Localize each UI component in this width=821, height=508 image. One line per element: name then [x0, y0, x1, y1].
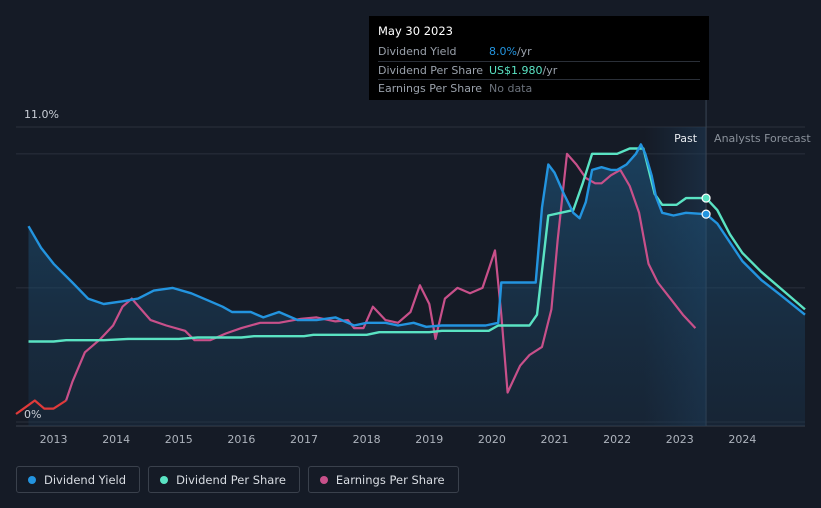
earnings-per-share-line — [65, 152, 697, 401]
legend-label: Dividend Yield — [44, 472, 127, 487]
forecast-region-label: Analysts Forecast — [714, 132, 811, 145]
legend-dot-icon — [160, 475, 169, 484]
legend-dot-icon — [28, 475, 36, 484]
hover-tooltip: May 30 2023 Dividend Yield 8.0% /yr Divi… — [369, 16, 709, 100]
tooltip-date: May 30 2023 — [378, 24, 453, 38]
y-axis-max-label: 11.0% — [24, 108, 59, 121]
y-axis-min-label: 0% — [24, 408, 41, 421]
tooltip-value: No data — [489, 82, 533, 96]
area-fills — [28, 144, 805, 426]
dividend-yield-marker — [701, 209, 711, 219]
dividend-per-share-marker — [701, 193, 711, 203]
x-tick-label: 2017 — [290, 433, 318, 446]
x-tick-label: 2016 — [227, 433, 255, 446]
tooltip-label: Dividend Yield — [378, 45, 457, 59]
x-tick-label: 2020 — [478, 433, 506, 446]
tooltip-row-dividend-yield: Dividend Yield 8.0% /yr — [378, 43, 700, 62]
dividend-yield-line — [27, 143, 806, 328]
x-tick-label: 2023 — [666, 433, 694, 446]
legend-label: Dividend Per Share — [176, 472, 286, 487]
dividend-yield-area — [28, 144, 805, 426]
tooltip-label: Dividend Per Share — [378, 63, 484, 77]
tooltip-row-earnings-per-share: Earnings Per Share No data — [378, 80, 700, 98]
earnings-per-share-line-negative — [15, 399, 67, 415]
axis-labels: 11.0% 0% 2013 2014 2015 2016 2017 2018 2019 2020 2… — [24, 108, 811, 446]
legend-earnings-per-share[interactable]: Earnings Per Share — [307, 466, 459, 493]
legend-dividend-per-share[interactable]: Dividend Per Share — [148, 466, 300, 493]
past-region-label: Past — [674, 132, 698, 145]
legend-dot-icon — [319, 475, 328, 484]
x-tick-label: 2022 — [603, 433, 631, 446]
tooltip-value: 8.0% — [489, 45, 517, 59]
tooltip-row-dividend-per-share: Dividend Per Share US$1.980 /yr — [378, 62, 700, 80]
legend-label: Earnings Per Share — [335, 472, 445, 487]
x-tick-label: 2018 — [353, 433, 381, 446]
chart-legend: Dividend Yield Dividend Per Share Earnin… — [16, 466, 459, 493]
series-markers — [701, 193, 711, 219]
x-tick-label: 2021 — [541, 433, 569, 446]
tooltip-label: Earnings Per Share — [378, 82, 483, 96]
x-tick-label: 2019 — [415, 433, 443, 446]
tooltip-unit: /yr — [516, 45, 532, 59]
tooltip-value: US$1.980 — [489, 63, 543, 77]
tooltip-unit: /yr — [542, 63, 558, 77]
x-tick-label: 2024 — [728, 433, 756, 446]
x-tick-label: 2014 — [102, 433, 130, 446]
x-tick-label: 2013 — [40, 433, 68, 446]
legend-dividend-yield[interactable]: Dividend Yield — [16, 466, 141, 493]
x-tick-label: 2015 — [165, 433, 193, 446]
